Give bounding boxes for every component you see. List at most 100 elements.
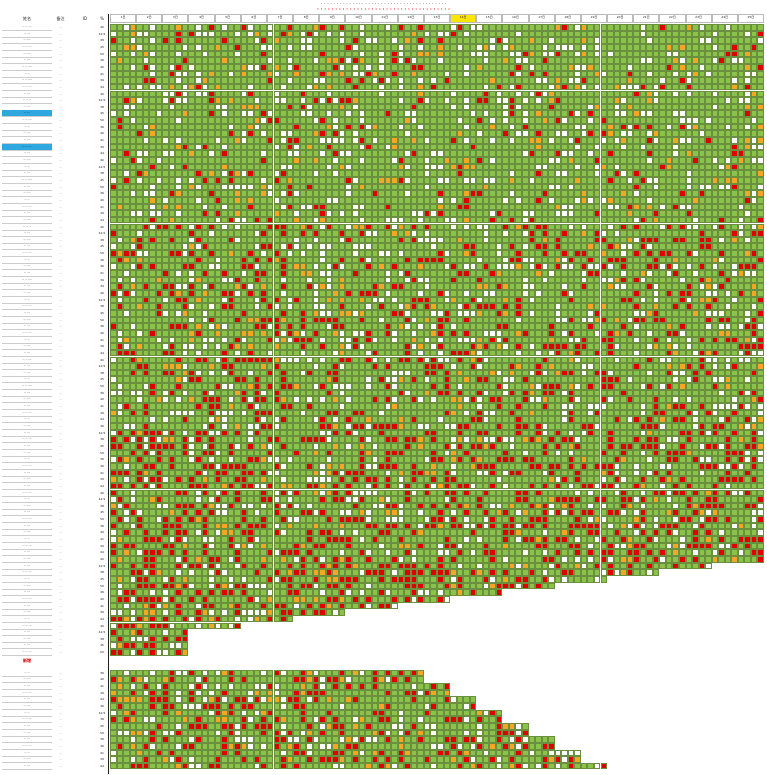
status-cell [319, 210, 326, 217]
status-cell [757, 184, 764, 191]
status-cell [430, 24, 437, 31]
status-cell [620, 44, 627, 51]
status-cell [529, 190, 536, 197]
status-cell [175, 210, 182, 217]
status-cell [444, 84, 451, 91]
status-cell [483, 217, 490, 224]
status-cell [188, 57, 195, 64]
status-cell [489, 130, 496, 137]
status-cell [529, 110, 536, 117]
status-cell [234, 164, 241, 171]
status-cell [705, 177, 712, 184]
status-cell [457, 217, 464, 224]
status-cell [221, 91, 228, 98]
status-cell [280, 51, 287, 58]
status-cell [542, 130, 549, 137]
status-cell [561, 71, 568, 78]
status-cell [143, 71, 150, 78]
status-cell [202, 110, 209, 117]
status-cell [221, 184, 228, 191]
status-cell [202, 144, 209, 151]
table-row: ·· ···· ··· 44 [0, 217, 767, 224]
status-cell [725, 217, 732, 224]
table-row: ·· ·· ··· 41 [0, 71, 767, 78]
status-cell [483, 190, 490, 197]
status-cell [202, 117, 209, 124]
status-cell [162, 110, 169, 117]
status-cell [574, 91, 581, 98]
date-header: 15日 [476, 14, 502, 23]
status-cell [633, 110, 640, 117]
status-cell [156, 57, 163, 64]
row-tag: ··· [54, 117, 67, 123]
status-cell [221, 164, 228, 171]
status-cell [594, 71, 601, 78]
status-cell [260, 190, 267, 197]
status-cell [293, 71, 300, 78]
status-cell [444, 157, 451, 164]
status-cell [385, 184, 392, 191]
date-header: 3日 [162, 14, 188, 23]
status-cell [574, 57, 581, 64]
status-cell [130, 144, 137, 151]
row-tag: ··· [54, 71, 67, 77]
status-cell [411, 57, 418, 64]
status-cell [247, 150, 254, 157]
status-cell [319, 204, 326, 211]
status-cell [561, 24, 568, 31]
status-cell [365, 217, 372, 224]
status-cell [653, 104, 660, 111]
status-cell [430, 190, 437, 197]
status-cell [587, 197, 594, 204]
status-cell [260, 204, 267, 211]
status-cell [548, 91, 555, 98]
status-cell [267, 210, 274, 217]
status-cell [679, 130, 686, 137]
status-cell [411, 184, 418, 191]
status-cell [293, 150, 300, 157]
status-cell [470, 124, 477, 131]
status-cell [738, 137, 745, 144]
status-cell [424, 204, 431, 211]
status-cell [607, 110, 614, 117]
status-cell [319, 170, 326, 177]
status-cell [679, 210, 686, 217]
status-cell [633, 57, 640, 64]
status-cell [633, 157, 640, 164]
status-cell [130, 177, 137, 184]
row-tag: ··· [54, 77, 67, 83]
status-cell [529, 124, 536, 131]
status-cell [385, 150, 392, 157]
status-cell [385, 57, 392, 64]
status-cell [712, 197, 719, 204]
status-cell [751, 130, 758, 137]
status-cell [352, 51, 359, 58]
status-cell [143, 51, 150, 58]
status-cell [457, 184, 464, 191]
date-header: 22日 [659, 14, 685, 23]
status-cell [398, 24, 405, 31]
status-cell [339, 217, 346, 224]
status-cell [378, 71, 385, 78]
status-cell [692, 51, 699, 58]
status-cell [515, 157, 522, 164]
status-cell [306, 190, 313, 197]
status-cell [470, 197, 477, 204]
status-cell [365, 57, 372, 64]
status-cell [130, 104, 137, 111]
status-cell [143, 217, 150, 224]
status-cell [607, 150, 614, 157]
status-cell [653, 64, 660, 71]
row-tag: ··· [54, 217, 67, 223]
status-cell [280, 117, 287, 124]
row-percent: 36 [96, 124, 108, 130]
status-cell [352, 37, 359, 44]
status-cell [117, 150, 124, 157]
status-cell [542, 204, 549, 211]
status-cell [424, 104, 431, 111]
status-cell [489, 197, 496, 204]
status-cell [457, 110, 464, 117]
status-cell [457, 31, 464, 38]
status-cell [215, 44, 222, 51]
status-cell [280, 24, 287, 31]
